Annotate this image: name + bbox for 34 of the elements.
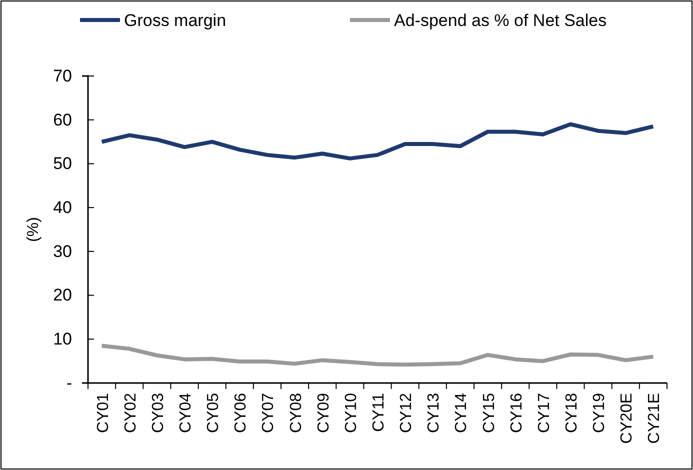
line-series bbox=[100, 122, 656, 160]
y-tick-label: 10 bbox=[53, 330, 72, 349]
x-tick-label: CY21E bbox=[646, 393, 664, 444]
x-tick-label: CY02 bbox=[122, 392, 140, 434]
y-tick-label: 60 bbox=[53, 110, 72, 130]
line-series bbox=[100, 344, 656, 367]
x-tick-label: CY20E bbox=[618, 393, 636, 444]
x-tick-label: CY11 bbox=[370, 392, 388, 432]
x-tick-label: CY08 bbox=[288, 392, 305, 434]
x-tick-label: CY07 bbox=[260, 392, 278, 434]
x-tick-label: CY19 bbox=[591, 392, 608, 434]
y-tick-label: 20 bbox=[53, 286, 72, 305]
legend-label: Gross margin bbox=[124, 11, 226, 30]
x-tick-label: CY15 bbox=[480, 392, 498, 434]
x-tick-label: CY01 bbox=[94, 392, 112, 434]
x-tick-label: CY04 bbox=[178, 392, 194, 434]
y-tick-label: 50 bbox=[53, 154, 72, 174]
x-tick-label: CY14 bbox=[453, 392, 470, 434]
x-tick-label: CY06 bbox=[232, 392, 250, 434]
x-tick-label: CY03 bbox=[150, 392, 167, 434]
legend-label: Ad-spend as % of Net Sales bbox=[394, 11, 607, 30]
x-tick-label: CY05 bbox=[205, 392, 222, 434]
y-tick-label: 30 bbox=[53, 242, 72, 261]
x-tick-label: CY16 bbox=[508, 392, 526, 434]
x-tick-label: CY18 bbox=[564, 392, 580, 434]
y-axis-title: (%) bbox=[25, 217, 42, 242]
y-tick-label: 40 bbox=[53, 198, 72, 218]
x-tick-label: CY13 bbox=[426, 392, 443, 434]
x-tick-label: CY09 bbox=[315, 392, 332, 434]
y-tick-label: 70 bbox=[53, 66, 72, 86]
y-tick-label: - bbox=[66, 373, 72, 392]
x-tick-label: CY17 bbox=[536, 392, 553, 434]
x-tick-label: CY10 bbox=[342, 392, 360, 434]
x-tick-label: CY12 bbox=[398, 392, 416, 434]
